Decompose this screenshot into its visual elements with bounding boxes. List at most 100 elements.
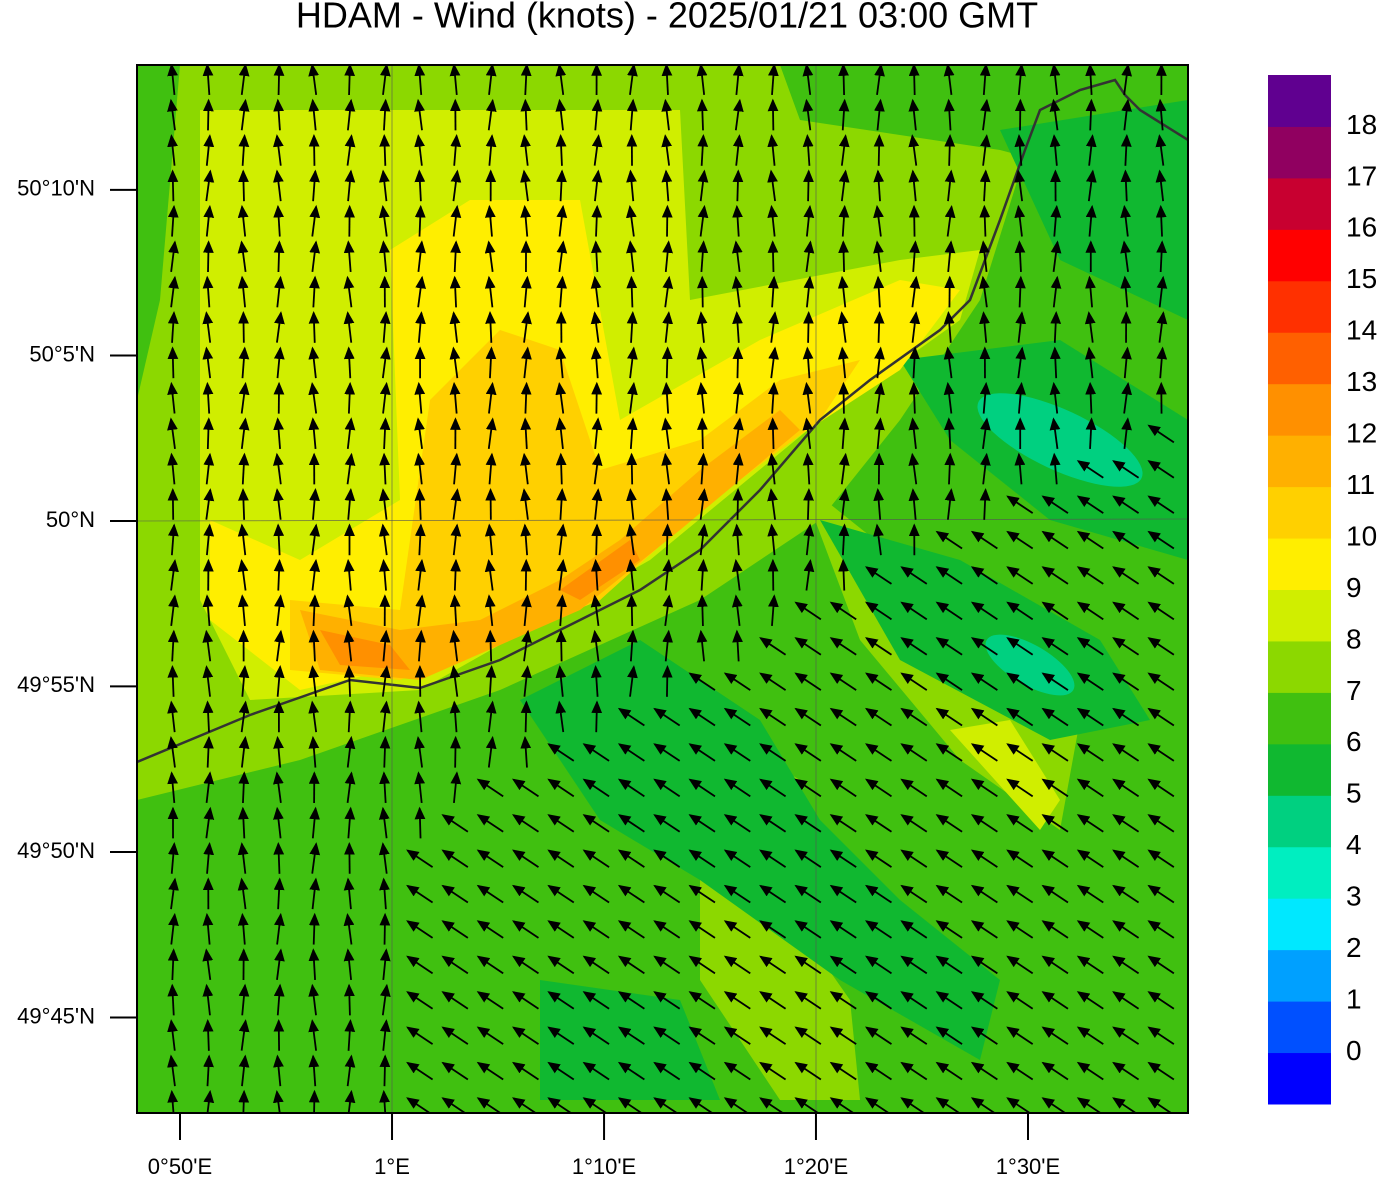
wind-arrow — [237, 594, 249, 627]
wind-arrow — [274, 311, 285, 343]
wind-arrow — [759, 743, 787, 762]
wind-arrow — [308, 1089, 320, 1113]
wind-arrow — [1015, 65, 1026, 96]
wind-arrow — [167, 169, 179, 202]
wind-arrow — [829, 991, 857, 1010]
wind-arrow — [414, 700, 426, 733]
wind-arrow — [625, 204, 637, 237]
wind-arrow — [1041, 637, 1069, 656]
wind-arrow — [203, 169, 215, 202]
wind-arrow — [344, 1019, 356, 1051]
wind-arrow — [1076, 601, 1104, 621]
wind-arrow — [653, 1026, 681, 1045]
wind-arrow — [837, 275, 849, 308]
wind-arrow — [1006, 955, 1034, 975]
wind-arrow — [1121, 346, 1132, 379]
wind-arrow — [547, 814, 575, 833]
wind-arrow — [203, 806, 215, 839]
wind-arrow — [441, 920, 469, 939]
wind-arrow — [238, 983, 250, 1016]
wind-arrow — [237, 558, 249, 591]
colorbar-label: 17 — [1346, 160, 1377, 191]
wind-arrow — [167, 700, 178, 733]
wind-arrow — [1120, 275, 1132, 308]
wind-arrow — [697, 169, 709, 202]
wind-arrow — [944, 204, 956, 237]
wind-arrow — [1050, 275, 1062, 308]
wind-arrow — [909, 346, 920, 379]
wind-arrow — [696, 381, 708, 414]
wind-arrow — [970, 1026, 998, 1045]
wind-arrow — [309, 204, 321, 237]
colorbar-box — [1268, 640, 1331, 693]
wind-arrow — [378, 488, 390, 520]
wind-arrow — [520, 169, 531, 202]
wind-arrow — [309, 842, 321, 874]
wind-arrow — [1014, 204, 1026, 237]
wind-arrow — [238, 381, 250, 414]
wind-arrow — [203, 488, 215, 520]
wind-arrow — [1014, 275, 1026, 308]
wind-arrow — [203, 417, 214, 450]
wind-arrow — [794, 884, 822, 904]
wind-arrow — [1085, 134, 1097, 166]
wind-arrow — [1041, 884, 1069, 904]
wind-arrow — [874, 381, 885, 414]
wind-arrow — [1112, 920, 1140, 939]
wind-arrow — [970, 991, 998, 1010]
wind-arrow — [415, 629, 426, 662]
wind-arrow — [1006, 601, 1034, 621]
wind-arrow — [308, 948, 320, 981]
wind-arrow — [1147, 955, 1175, 975]
wind-arrow — [829, 601, 857, 621]
wind-arrow — [617, 849, 645, 868]
wind-arrow — [449, 700, 461, 733]
wind-arrow — [794, 1026, 822, 1045]
wind-arrow — [582, 849, 610, 868]
wind-arrow — [590, 594, 602, 626]
wind-arrow — [415, 240, 426, 273]
colorbar-label: 14 — [1346, 315, 1377, 346]
colorbar-box — [1268, 589, 1331, 642]
lon-label: 0°50'E — [148, 1154, 212, 1179]
wind-arrow — [238, 806, 249, 839]
wind-arrow — [943, 381, 955, 414]
wind-arrow — [1041, 601, 1069, 621]
wind-arrow — [406, 1061, 434, 1081]
wind-arrow — [555, 65, 567, 95]
wind-arrow — [943, 346, 955, 379]
wind-arrow — [1147, 814, 1175, 833]
wind-arrow — [617, 1026, 645, 1045]
wind-arrow — [829, 849, 857, 868]
wind-arrow — [838, 65, 849, 96]
colorbar-box — [1268, 898, 1331, 951]
wind-arrow — [273, 275, 285, 308]
wind-arrow — [1147, 707, 1175, 727]
wind-arrow — [1156, 275, 1168, 308]
wind-arrow — [1049, 98, 1061, 131]
wind-arrow — [308, 1019, 320, 1051]
wind-arrow — [767, 523, 779, 556]
lat-label: 50°10'N — [17, 176, 95, 201]
colorbar-label: 4 — [1346, 829, 1362, 860]
wind-arrow — [238, 771, 250, 804]
wind-arrow — [343, 948, 355, 981]
wind-arrow — [732, 629, 743, 662]
wind-arrow — [1049, 65, 1061, 96]
wind-field — [137, 65, 1188, 1113]
wind-arrow — [379, 65, 391, 95]
wind-arrow — [1155, 204, 1167, 237]
wind-arrow — [1006, 1061, 1034, 1081]
wind-arrow — [979, 240, 990, 273]
colorbar-label: 12 — [1346, 418, 1377, 449]
wind-arrow — [803, 558, 815, 591]
wind-arrow — [900, 955, 928, 975]
wind-arrow — [547, 920, 575, 939]
wind-arrow — [591, 169, 603, 202]
wind-arrow — [970, 637, 998, 656]
wind-arrow — [829, 920, 857, 939]
wind-arrow — [767, 240, 779, 273]
wind-arrow — [1112, 495, 1140, 514]
wind-arrow — [802, 346, 814, 379]
wind-arrow — [273, 558, 285, 591]
